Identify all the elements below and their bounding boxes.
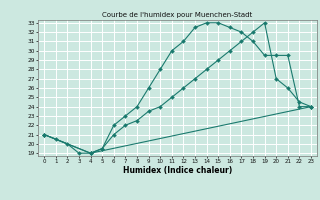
X-axis label: Humidex (Indice chaleur): Humidex (Indice chaleur) <box>123 166 232 175</box>
Title: Courbe de l'humidex pour Muenchen-Stadt: Courbe de l'humidex pour Muenchen-Stadt <box>102 12 253 18</box>
